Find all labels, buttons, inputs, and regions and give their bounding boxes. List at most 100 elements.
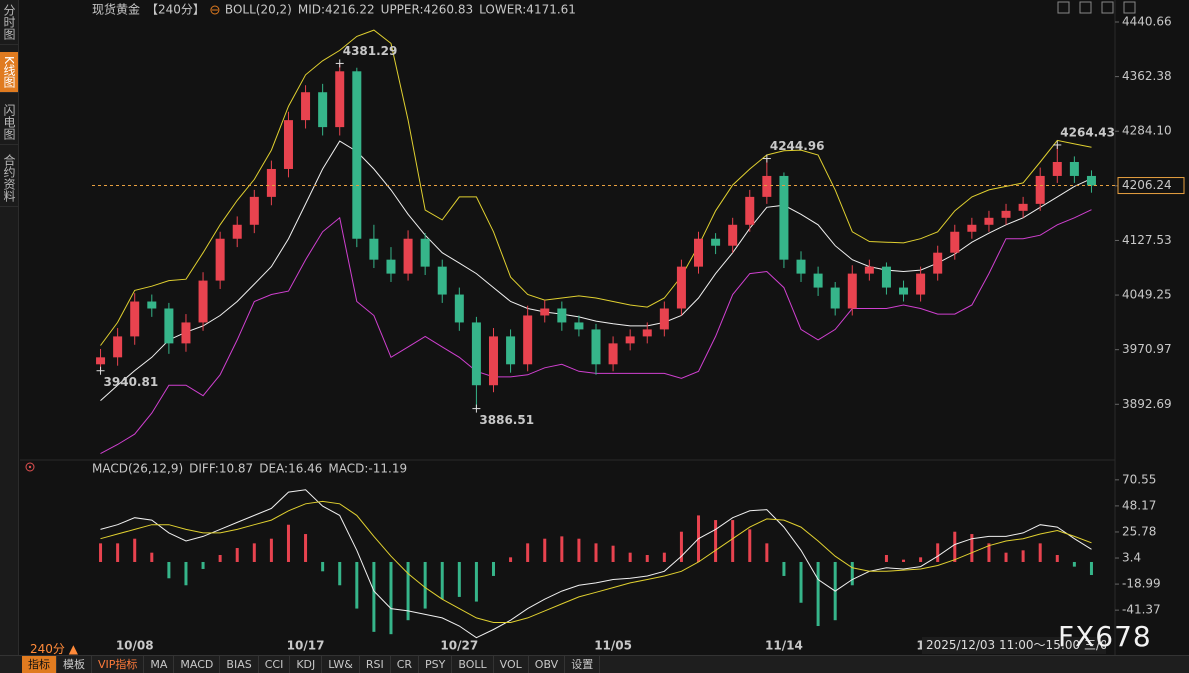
- x-tick-label: 11/05: [594, 639, 632, 653]
- candle-body: [694, 238, 704, 267]
- tab[interactable]: 设置: [565, 656, 601, 673]
- tab[interactable]: BOLL: [452, 656, 494, 673]
- watermark: FX678: [1058, 620, 1152, 653]
- candle-body: [1069, 161, 1079, 176]
- tab[interactable]: CCI: [259, 656, 291, 673]
- macd-bar: [816, 561, 820, 627]
- period-button[interactable]: 240分 ▲: [30, 642, 78, 656]
- candle-body: [796, 259, 806, 274]
- y-tick-label: 3892.69: [1122, 397, 1172, 411]
- window-buttons: [1057, 1, 1136, 14]
- macd-bar: [167, 561, 171, 579]
- candle-body: [318, 92, 328, 128]
- candle-body: [779, 175, 789, 260]
- y-tick-label: 70.55: [1122, 472, 1156, 486]
- y-tick-label: 4127.53: [1122, 233, 1172, 247]
- header-label: DEA:16.46: [259, 462, 322, 476]
- macd-bar: [457, 561, 461, 597]
- tab[interactable]: 模板: [57, 656, 92, 673]
- candle-body: [335, 71, 345, 128]
- macd-bar: [99, 543, 103, 562]
- macd-bar: [338, 561, 342, 586]
- x-tick-label: 10/08: [116, 639, 154, 653]
- boll-line: [100, 140, 1092, 401]
- macd-bar: [884, 555, 888, 562]
- macd-bar: [765, 543, 769, 562]
- macd-bar: [1072, 561, 1076, 567]
- candle-body: [301, 92, 311, 121]
- candle-body: [96, 357, 106, 365]
- macd-bar: [252, 543, 256, 562]
- tab[interactable]: 指标: [22, 656, 57, 673]
- sidebar-item[interactable]: 合约资料: [0, 150, 18, 207]
- y-tick-label: 4049.25: [1122, 288, 1172, 302]
- candle-body: [1018, 203, 1028, 211]
- candle-body: [113, 336, 123, 358]
- x-tick-label: 1: [916, 639, 924, 653]
- sidebar-item[interactable]: 闪电图: [0, 100, 18, 145]
- macd-bar: [577, 538, 581, 562]
- candle-body: [249, 196, 259, 225]
- macd-icon[interactable]: [25, 462, 35, 472]
- candle-body: [916, 273, 926, 295]
- tab[interactable]: VOL: [494, 656, 529, 673]
- candle-body: [1001, 210, 1011, 218]
- candle-body: [1035, 175, 1045, 204]
- tab[interactable]: OBV: [529, 656, 566, 673]
- last-price-label: 4206.24: [1122, 178, 1172, 192]
- tab[interactable]: VIP指标: [92, 656, 145, 673]
- macd-bar: [372, 561, 376, 632]
- candle-body: [164, 308, 174, 344]
- macd-bar: [440, 561, 444, 600]
- chart: 现货黄金 【240分】 BOLL(20,2) MID:4216.22 UPPER:426…: [20, 0, 1185, 655]
- x-tick-label: 10/17: [287, 639, 325, 653]
- candle-body: [420, 238, 430, 267]
- tab[interactable]: RSI: [360, 656, 391, 673]
- sidebar-item[interactable]: K线图: [0, 52, 18, 93]
- macd-bar: [184, 561, 188, 586]
- tab[interactable]: PSY: [419, 656, 453, 673]
- candle-body: [745, 196, 755, 225]
- window-button[interactable]: [1079, 1, 1092, 14]
- header-label: LOWER:4171.61: [479, 3, 576, 17]
- candle-body: [881, 266, 891, 288]
- macd-bar: [970, 534, 974, 562]
- macd-bar: [662, 552, 666, 562]
- macd-bar: [645, 555, 649, 562]
- window-button[interactable]: [1101, 1, 1114, 14]
- macd-bar: [133, 538, 137, 562]
- candle-body: [352, 71, 362, 239]
- candle-body: [642, 329, 652, 337]
- macd-bar: [235, 548, 239, 562]
- candle-body: [215, 238, 225, 281]
- candle-body: [728, 224, 738, 246]
- macd-bar: [611, 545, 615, 562]
- tab[interactable]: LW&: [322, 656, 360, 673]
- tab[interactable]: MACD: [174, 656, 221, 673]
- candle-body: [506, 336, 516, 365]
- header-icon: [210, 5, 220, 15]
- tab[interactable]: CR: [391, 656, 420, 673]
- macd-bar: [474, 561, 478, 602]
- window-button[interactable]: [1057, 1, 1070, 14]
- tab[interactable]: KDJ: [290, 656, 323, 673]
- candle-body: [557, 308, 567, 323]
- candle-body: [403, 238, 413, 274]
- macd-bar: [919, 557, 923, 562]
- candle-body: [574, 322, 584, 330]
- candle-body: [471, 322, 481, 386]
- macd-bar: [953, 531, 957, 562]
- sidebar-item[interactable]: 分时图: [0, 0, 18, 45]
- tab[interactable]: MA: [144, 656, 175, 673]
- candle-body: [762, 175, 772, 197]
- macd-bar: [269, 538, 273, 562]
- tab[interactable]: BIAS: [220, 656, 259, 673]
- macd-bar: [628, 552, 632, 562]
- macd-bar: [201, 561, 205, 569]
- extreme-label: 4244.96: [770, 139, 825, 153]
- y-tick-label: 4440.66: [1122, 15, 1172, 29]
- header-label: 现货黄金: [92, 2, 140, 17]
- window-button[interactable]: [1123, 1, 1136, 14]
- y-tick-label: 4284.10: [1122, 124, 1172, 138]
